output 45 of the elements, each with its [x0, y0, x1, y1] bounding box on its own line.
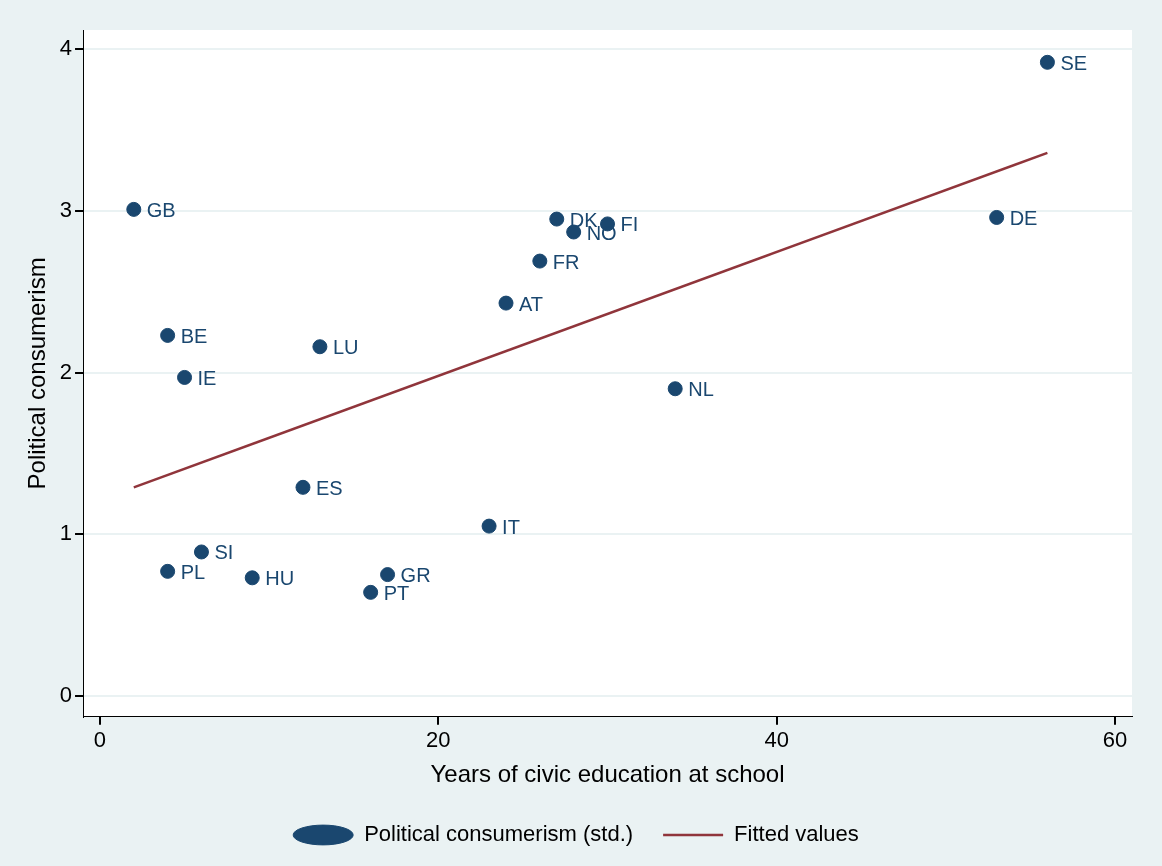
point: [1039, 54, 1055, 70]
annotation: NL: [688, 378, 714, 401]
annotation: IE: [197, 366, 217, 389]
annotation: GB: [146, 198, 176, 221]
point: [312, 339, 328, 355]
annotation: DE: [1009, 206, 1038, 229]
point: [126, 201, 142, 217]
point: [989, 209, 1005, 225]
y-tick-label: 4: [59, 35, 73, 61]
y-tick-label: 0: [59, 681, 73, 707]
y-tick-label: 1: [59, 520, 73, 546]
point: [667, 381, 683, 397]
annotation: SI: [214, 541, 234, 564]
annotation: IT: [502, 515, 520, 538]
point: [498, 295, 514, 311]
legend-label: Fitted values: [734, 821, 859, 847]
y-axis-title: Political consumerism: [23, 257, 51, 490]
point: [177, 369, 193, 385]
annotation: FR: [552, 250, 580, 273]
point: [549, 211, 565, 227]
x-tick-label: 20: [426, 727, 451, 753]
point: [244, 570, 260, 586]
annotation: AT: [519, 292, 544, 315]
annotation: HU: [265, 567, 295, 590]
annotation: BE: [180, 324, 208, 347]
point: [363, 584, 379, 600]
annotation: FI: [620, 213, 639, 236]
annotation: SE: [1060, 51, 1088, 74]
point: [193, 544, 209, 560]
point: [295, 479, 311, 495]
point: [380, 567, 396, 583]
y-tick-label: 3: [59, 197, 73, 223]
x-tick-label: 0: [93, 727, 107, 753]
point: [160, 327, 176, 343]
y-tick-label: 2: [59, 358, 73, 384]
annotation: LU: [332, 336, 359, 359]
point: [481, 518, 497, 534]
x-tick-label: 60: [1102, 727, 1128, 753]
x-axis-title: Years of civic education at school: [430, 760, 785, 788]
annotation: ES: [315, 476, 343, 499]
x-tick-label: 40: [764, 727, 789, 753]
annotation: PL: [180, 560, 206, 583]
legend-label: Political consumerism (std.): [364, 821, 634, 847]
point: [160, 563, 176, 579]
point: [532, 253, 548, 269]
